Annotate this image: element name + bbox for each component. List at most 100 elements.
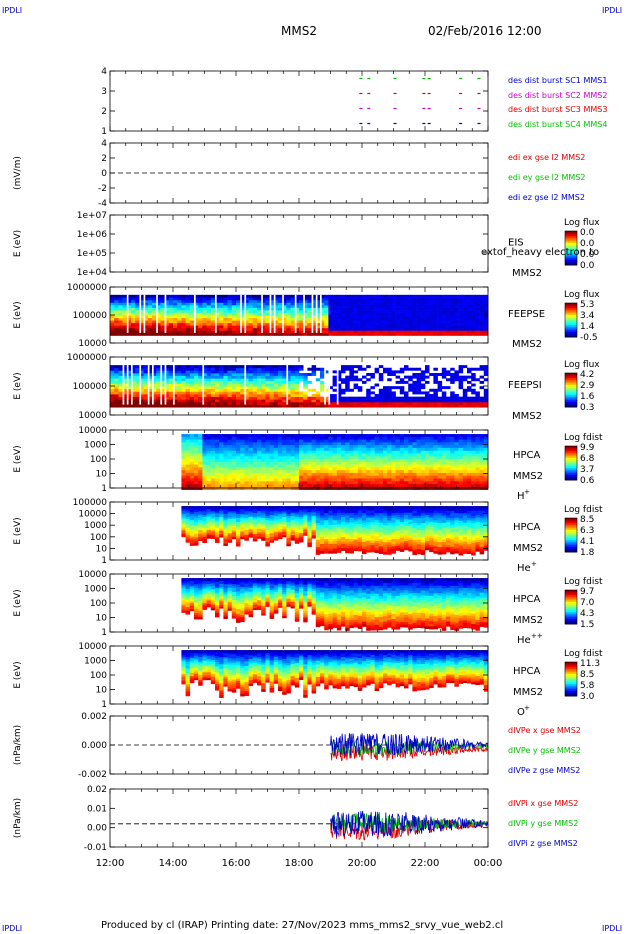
feepsi-cell [462,378,468,382]
feepsi-cell [147,378,153,382]
hpca_h-cell [395,439,401,443]
hpca_h-cell [399,456,405,460]
feepse-cell [202,307,207,311]
feepse-cell [244,332,249,336]
feepse-cell [324,332,329,336]
hpca_h-cell [215,464,220,468]
hpca_h-cell [374,436,380,440]
hpca_h-cell [181,442,186,446]
feepsi-cell [118,365,123,369]
feepse-cell [261,304,266,308]
hpca_h-cell [240,439,245,443]
feepse-cell [261,310,266,313]
hpca_h-cell [458,456,464,460]
hpca_h-cell [412,434,417,438]
hpca_h-cell [479,467,485,471]
feepse-cell [387,307,392,311]
feepsi-cell [408,396,413,400]
feepsi-cell [462,391,468,395]
hpca_h-cell [265,464,270,468]
feepse-cell [206,322,212,326]
feepsi-cell [383,386,388,390]
feepsi-cell [114,394,119,398]
feepse-cell [471,322,476,326]
hpca_h-cell [416,481,422,485]
hpca_h-cell [370,467,375,471]
feepse-cell [269,327,275,331]
feepse-cell [126,302,132,306]
feepsi-cell [273,370,279,374]
feepsi-cell [156,378,161,382]
feepse-cell [131,294,136,298]
hpca_h-cell [244,464,249,468]
feepse-cell [152,317,157,321]
feepsi-cell [139,399,144,403]
hpca_h-cell [257,436,262,440]
feepse-cell [164,294,170,298]
hpca_h-cell [383,456,388,460]
feepsi-cell [269,404,275,408]
feepsi-cell [139,380,144,384]
hpca_h-cell [341,467,346,471]
feepse-cell [349,299,354,303]
feepse-cell [315,315,321,319]
hpca_he-cell [215,515,220,518]
feepse-cell [156,302,161,306]
feepsi-cell [110,401,115,405]
feepsi-cell [349,373,354,376]
feepsi-cell [425,391,430,395]
hpca_h-cell [181,484,186,488]
feepse-cell [122,307,128,311]
hpca_h-cell [324,481,329,485]
hpca_h-cell [429,464,434,468]
feepse-cell [143,310,149,313]
feepsi-cell [425,399,430,403]
hpca_h-cell [366,481,371,485]
feepse-cell [168,299,174,303]
hpca_h-cell [261,484,266,488]
feepse-cell [341,315,346,319]
hpca_he-cell [244,529,249,533]
hpca_h-cell [273,475,279,479]
feepsi-cell [189,367,195,371]
feepsi-cell [416,391,422,395]
feepse-cell [210,332,216,336]
hpca_h-cell [286,453,291,457]
feepsi-cell [257,401,262,405]
hpca_he-cell [189,521,195,525]
hpca_h-cell [265,436,270,440]
hpca_h-cell [299,445,304,449]
feepse-cell [185,322,191,326]
hpca_h-cell [433,467,438,471]
feepse-cell [252,325,258,329]
feepsi-cell [139,391,144,395]
feepsi-cell [252,396,258,400]
feepse-cell [420,330,426,334]
hpca_h-cell [307,475,312,479]
feepse-cell [399,307,405,311]
feepse-cell [391,310,396,313]
feepse-cell [328,310,333,313]
feepse-cell [278,325,283,329]
feepsi-cell [206,378,212,382]
feepse-cell [462,304,468,308]
feepse-cell [391,294,396,298]
feepse-cell [181,317,186,321]
feepse-cell [252,294,258,298]
hpca_he-cell [227,522,233,525]
hpca_h-cell [320,453,325,457]
hpca_h-cell [462,484,468,488]
hpca_he-cell [219,506,224,509]
feepsi-cell [311,373,317,376]
feepse-cell [244,304,249,308]
hpca_he-cell [252,520,258,523]
feepsi-cell [177,383,182,387]
hpca_h-cell [362,456,367,460]
feepse-cell [328,294,333,298]
feepsi-cell [110,383,115,387]
feepsi-cell [164,401,170,405]
hpca_h-cell [475,447,480,452]
feepsi-cell [257,367,262,371]
hpca_h-cell [261,470,266,474]
hpca_h-cell [303,442,308,446]
